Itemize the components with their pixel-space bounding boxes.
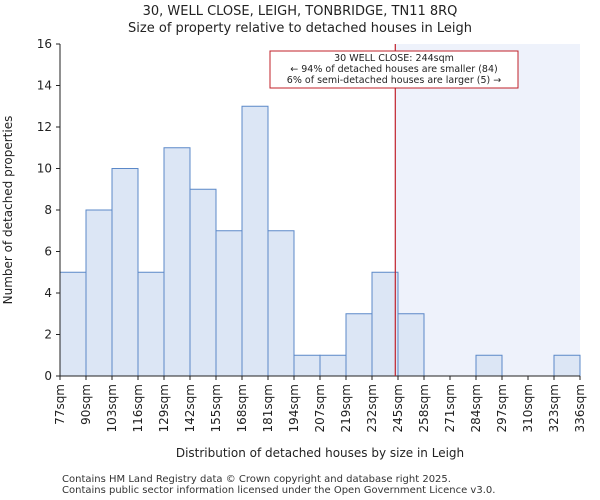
y-tick-label: 16 xyxy=(37,37,52,51)
y-tick-label: 8 xyxy=(44,203,52,217)
x-tick-label: 284sqm xyxy=(469,384,483,432)
x-tick-label: 310sqm xyxy=(521,384,535,432)
x-tick-label: 116sqm xyxy=(131,384,145,432)
y-tick-label: 4 xyxy=(44,286,52,300)
y-tick-label: 2 xyxy=(44,328,52,342)
x-axis-label: Distribution of detached houses by size … xyxy=(176,446,464,460)
x-tick-label: 297sqm xyxy=(495,384,509,432)
x-tick-label: 258sqm xyxy=(417,384,431,432)
footer-line1: Contains HM Land Registry data © Crown c… xyxy=(62,474,451,485)
annotation-line1: 30 WELL CLOSE: 244sqm xyxy=(334,53,454,64)
histogram-bar xyxy=(59,271,87,377)
x-tick-label: 90sqm xyxy=(79,384,93,425)
histogram-chart: 30, WELL CLOSE, LEIGH, TONBRIDGE, TN11 8… xyxy=(1,4,587,460)
x-tick-label: 271sqm xyxy=(443,384,457,432)
x-tick-label: 142sqm xyxy=(183,384,197,432)
histogram-bar xyxy=(137,271,165,377)
x-tick-label: 155sqm xyxy=(209,384,223,432)
annotation-line2: ← 94% of detached houses are smaller (84… xyxy=(290,64,497,75)
footer-line2: Contains public sector information licen… xyxy=(62,485,496,496)
histogram-bar xyxy=(397,313,425,377)
annotation-line3: 6% of semi-detached houses are larger (5… xyxy=(287,75,501,86)
chart-title-line2: Size of property relative to detached ho… xyxy=(128,21,472,36)
x-tick-label: 103sqm xyxy=(105,384,119,432)
y-axis-label: Number of detached properties xyxy=(1,116,15,305)
x-tick-label: 168sqm xyxy=(235,384,249,432)
histogram-bar xyxy=(111,168,139,377)
x-tick-label: 245sqm xyxy=(391,384,405,432)
x-tick-label: 336sqm xyxy=(573,384,587,432)
histogram-bar xyxy=(241,105,269,377)
x-tick-label: 323sqm xyxy=(547,384,561,432)
x-tick-label: 181sqm xyxy=(261,384,275,432)
x-tick-label: 194sqm xyxy=(287,384,301,432)
histogram-bar xyxy=(293,354,321,377)
histogram-bar xyxy=(553,354,581,377)
annotation-box: 30 WELL CLOSE: 244sqm ← 94% of detached … xyxy=(269,50,519,89)
annotation-frame xyxy=(269,50,519,89)
x-tick-label: 207sqm xyxy=(313,384,327,432)
histogram-bar xyxy=(163,147,191,377)
histogram-bar xyxy=(215,230,243,377)
y-tick-label: 0 xyxy=(44,369,52,383)
x-tick-label: 129sqm xyxy=(157,384,171,432)
larger-region-shade xyxy=(395,44,580,376)
y-tick-label: 6 xyxy=(44,245,52,259)
histogram-bar xyxy=(345,313,373,377)
x-tick-label: 232sqm xyxy=(365,384,379,432)
histogram-bar xyxy=(267,230,295,377)
chart-title-line1: 30, WELL CLOSE, LEIGH, TONBRIDGE, TN11 8… xyxy=(143,4,458,19)
y-tick-label: 14 xyxy=(37,79,52,93)
histogram-bar xyxy=(85,209,113,377)
y-tick-label: 10 xyxy=(37,162,52,176)
x-tick-label: 77sqm xyxy=(53,384,67,425)
histogram-bar xyxy=(475,354,503,377)
x-tick-label: 219sqm xyxy=(339,384,353,432)
histogram-bar xyxy=(189,188,217,377)
y-tick-label: 12 xyxy=(37,120,52,134)
histogram-bar xyxy=(371,271,399,377)
histogram-bar xyxy=(319,354,347,377)
